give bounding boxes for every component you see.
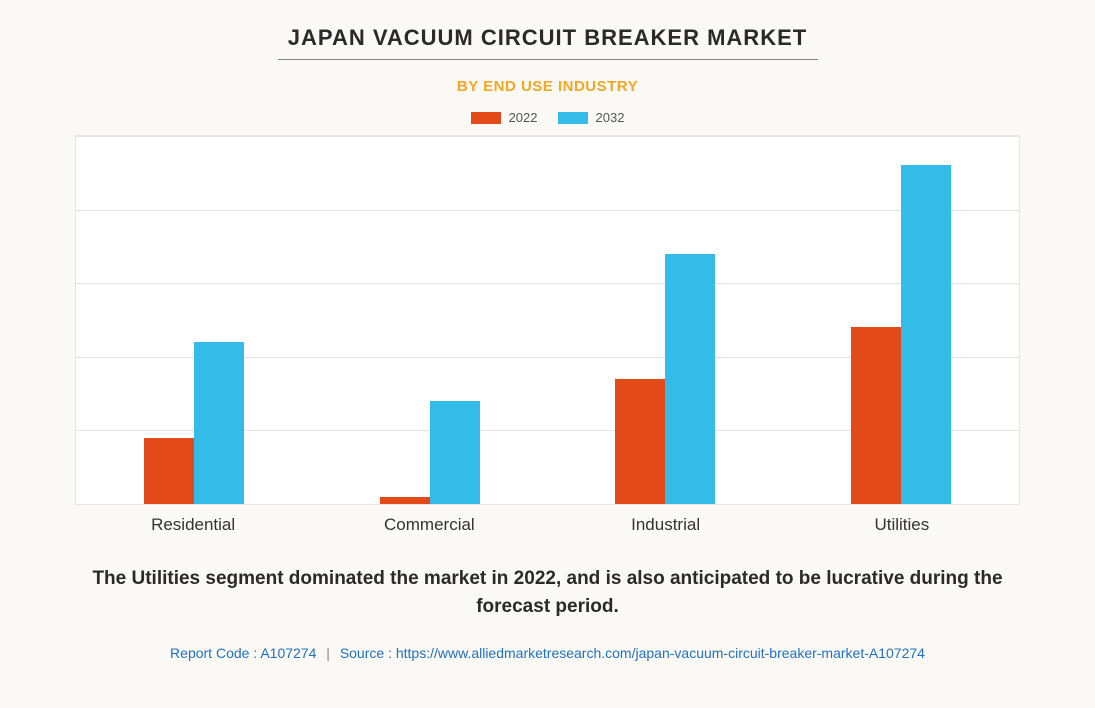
legend-swatch-2032	[558, 112, 588, 124]
legend-label-2032: 2032	[596, 110, 625, 125]
legend-item-2032: 2032	[558, 110, 625, 125]
legend-swatch-2022	[471, 112, 501, 124]
bar-group	[312, 136, 548, 504]
chart-plot-area	[75, 135, 1020, 505]
x-axis-label: Commercial	[311, 515, 547, 535]
report-code: A107274	[260, 645, 316, 661]
bars-area	[76, 136, 1019, 504]
legend: 2022 2032	[40, 110, 1055, 125]
source-url: https://www.alliedmarketresearch.com/jap…	[396, 645, 925, 661]
bar	[665, 254, 715, 504]
report-code-label: Report Code :	[170, 645, 260, 661]
legend-label-2022: 2022	[509, 110, 538, 125]
x-axis-label: Utilities	[784, 515, 1020, 535]
bar	[430, 401, 480, 504]
bar-group	[76, 136, 312, 504]
bar	[851, 327, 901, 504]
chart-title: JAPAN VACUUM CIRCUIT BREAKER MARKET	[40, 25, 1055, 59]
bar	[194, 342, 244, 504]
source-label: Source :	[340, 645, 396, 661]
bar	[901, 165, 951, 504]
bar	[380, 497, 430, 504]
footer: Report Code : A107274 | Source : https:/…	[40, 645, 1055, 661]
footer-separator: |	[326, 645, 330, 661]
bar	[144, 438, 194, 504]
bar	[615, 379, 665, 504]
bar-group	[783, 136, 1019, 504]
legend-item-2022: 2022	[471, 110, 538, 125]
title-underline	[278, 59, 818, 60]
x-axis-label: Residential	[75, 515, 311, 535]
x-axis-label: Industrial	[548, 515, 784, 535]
chart-description: The Utilities segment dominated the mark…	[65, 565, 1030, 620]
chart-subtitle: BY END USE INDUSTRY	[40, 78, 1055, 95]
bar-group	[548, 136, 784, 504]
x-axis-labels: ResidentialCommercialIndustrialUtilities	[75, 515, 1020, 535]
